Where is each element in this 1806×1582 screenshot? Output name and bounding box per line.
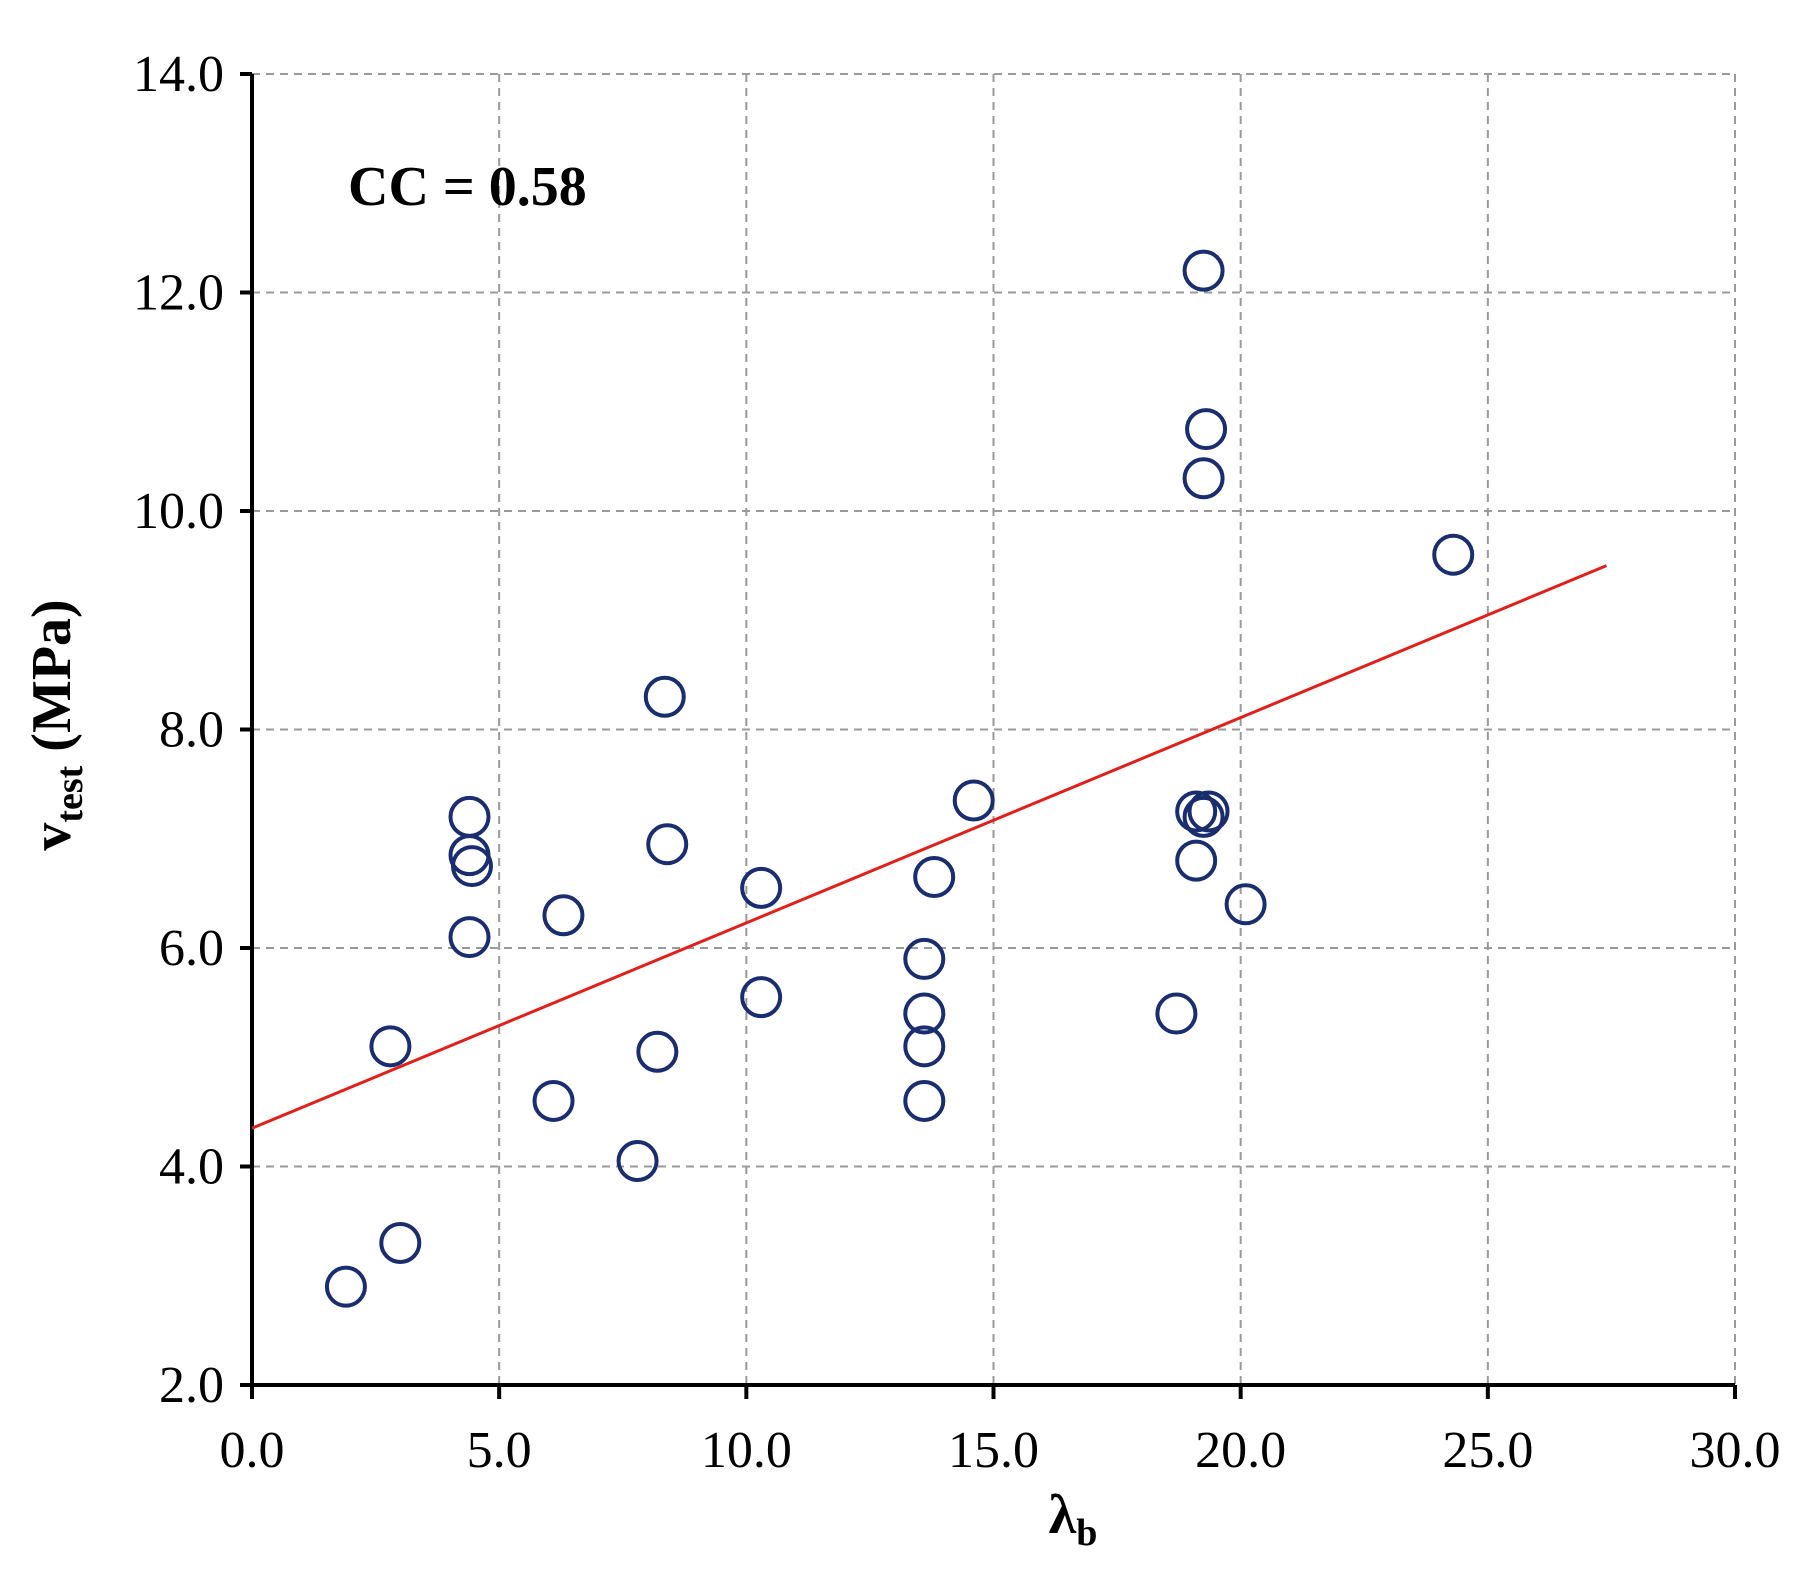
data-point: [324, 1265, 367, 1308]
data-point: [903, 992, 946, 1035]
y-axis-label-suffix: (MPa): [21, 599, 83, 765]
data-point: [450, 845, 493, 888]
data-point: [1432, 533, 1475, 576]
data-point: [1224, 883, 1267, 926]
x-tick-label: 20.0: [1195, 1422, 1286, 1479]
y-tick-label: 2.0: [159, 1357, 224, 1414]
trend-line: [251, 564, 1608, 1130]
data-point: [532, 1079, 575, 1122]
data-point: [903, 937, 946, 980]
data-point: [643, 675, 686, 718]
data-point: [448, 916, 491, 959]
x-axis-label-sub: b: [1076, 1512, 1097, 1554]
data-point: [379, 1221, 422, 1264]
data-point: [616, 1140, 659, 1183]
x-tick-label: 30.0: [1690, 1422, 1781, 1479]
data-point: [952, 779, 995, 822]
data-point: [903, 1025, 946, 1068]
data-point: [913, 855, 956, 898]
x-tick-label: 5.0: [467, 1422, 532, 1479]
data-point: [646, 823, 689, 866]
data-point: [369, 1025, 412, 1068]
data-point: [1187, 790, 1230, 833]
data-points: [324, 249, 1475, 1308]
x-tick-label: 0.0: [220, 1422, 285, 1479]
data-point: [636, 1030, 679, 1073]
axes: [240, 72, 1737, 1399]
y-tick-labels: 2.0 4.0 6.0 8.0 10.0 12.0 14.0: [133, 46, 224, 1414]
data-point: [448, 795, 491, 838]
y-axis-label: vtest (MPa): [21, 599, 91, 850]
correlation-annotation: CC = 0.58: [348, 156, 587, 218]
y-tick-label: 12.0: [133, 265, 224, 322]
data-point: [1182, 457, 1225, 500]
y-tick-label: 10.0: [133, 483, 224, 540]
x-tick-label: 25.0: [1442, 1422, 1533, 1479]
x-axis-label: λb: [1049, 1484, 1098, 1554]
data-point: [542, 894, 585, 937]
grid-lines: [252, 73, 1736, 1385]
data-point: [1182, 249, 1225, 292]
data-point: [1155, 992, 1198, 1035]
data-point: [1182, 795, 1225, 838]
x-tick-label: 10.0: [701, 1422, 792, 1479]
data-point: [903, 1079, 946, 1122]
data-point: [1175, 839, 1218, 882]
x-tick-labels: 0.0 5.0 10.0 15.0 20.0 25.0 30.0: [220, 1422, 1781, 1479]
data-point: [740, 976, 783, 1019]
y-tick-label: 6.0: [159, 920, 224, 977]
x-tick-label: 15.0: [948, 1422, 1039, 1479]
y-tick-label: 14.0: [133, 46, 224, 103]
y-axis-label-sub: test: [49, 765, 91, 822]
data-point: [1185, 408, 1228, 451]
data-point: [740, 866, 783, 909]
data-point: [1175, 790, 1218, 833]
y-tick-label: 8.0: [159, 702, 224, 759]
y-axis-label-main: v: [21, 823, 83, 851]
y-tick-label: 4.0: [159, 1139, 224, 1196]
x-axis-label-main: λ: [1049, 1484, 1077, 1546]
